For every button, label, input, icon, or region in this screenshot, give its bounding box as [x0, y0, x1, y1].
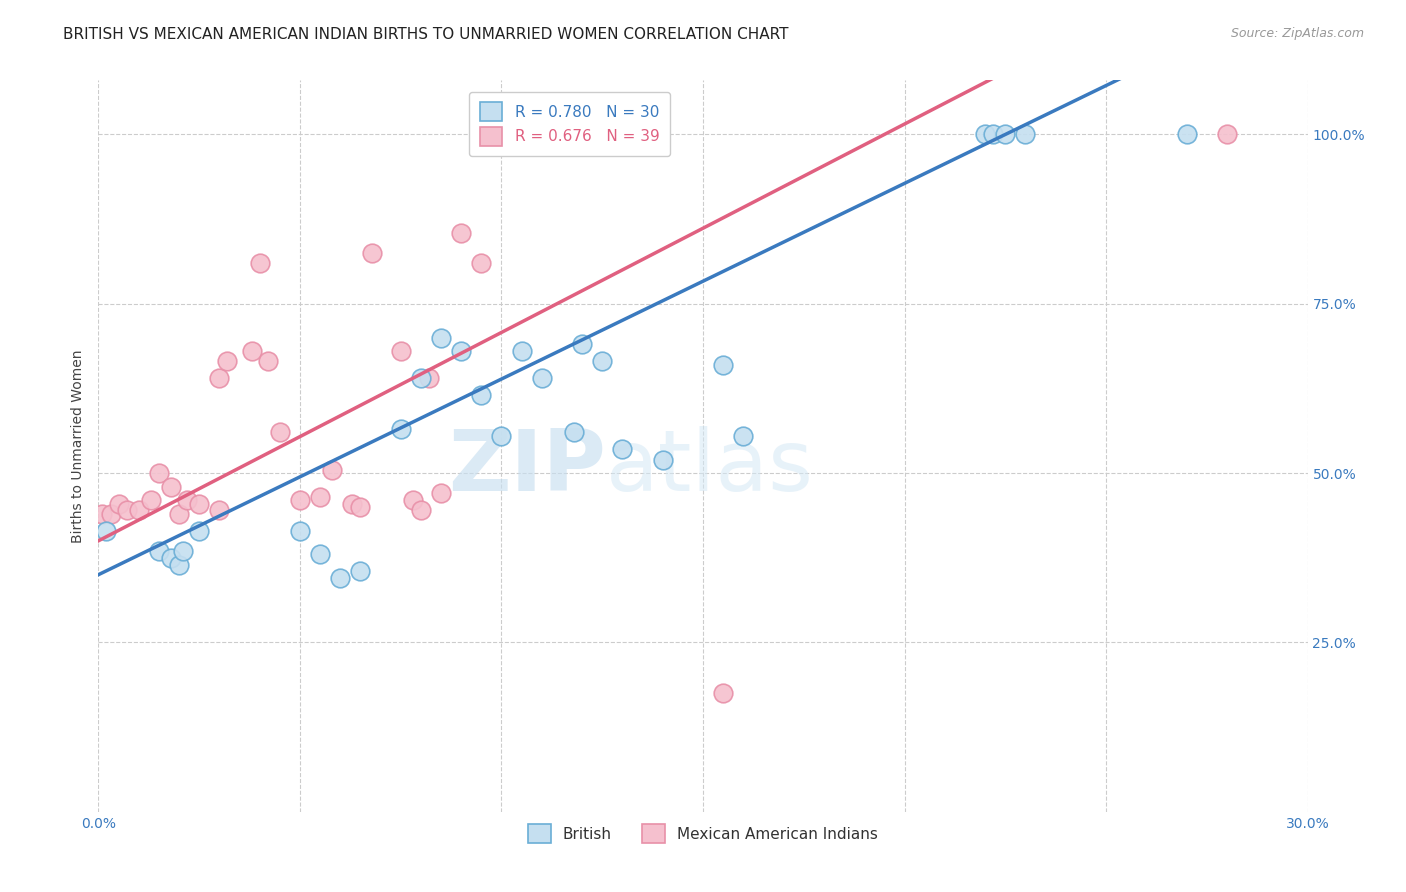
Point [217, 354, 239, 368]
Point [711, 358, 734, 372]
Point [430, 331, 453, 345]
Point [571, 128, 593, 142]
Point [167, 507, 190, 521]
Point [389, 344, 412, 359]
Point [430, 486, 453, 500]
Point [160, 480, 183, 494]
Y-axis label: Births to Unmarried Women: Births to Unmarried Women [70, 350, 84, 542]
Point [172, 544, 194, 558]
Point [160, 550, 183, 565]
Point [612, 442, 634, 457]
Point [349, 500, 371, 514]
Point [450, 226, 472, 240]
Point [188, 524, 211, 538]
Point [188, 497, 211, 511]
Point [329, 571, 352, 585]
Point [176, 493, 198, 508]
Point [470, 388, 492, 402]
Point [1175, 128, 1198, 142]
Point [733, 429, 755, 443]
Point [309, 547, 332, 561]
Point [107, 497, 129, 511]
Point [591, 128, 613, 142]
Point [349, 564, 371, 578]
Point [402, 493, 425, 508]
Point [208, 371, 231, 385]
Point [450, 344, 472, 359]
Text: BRITISH VS MEXICAN AMERICAN INDIAN BIRTHS TO UNMARRIED WOMEN CORRELATION CHART: BRITISH VS MEXICAN AMERICAN INDIAN BIRTH… [63, 27, 789, 42]
Point [309, 490, 332, 504]
Point [115, 503, 138, 517]
Point [491, 429, 513, 443]
Point [1014, 128, 1036, 142]
Point [470, 256, 492, 270]
Point [491, 128, 513, 142]
Point [288, 524, 311, 538]
Point [418, 371, 440, 385]
Point [510, 128, 533, 142]
Point [240, 344, 263, 359]
Point [389, 422, 412, 436]
Point [409, 371, 432, 385]
Point [148, 466, 170, 480]
Point [148, 544, 170, 558]
Point [128, 503, 150, 517]
Text: Source: ZipAtlas.com: Source: ZipAtlas.com [1230, 27, 1364, 40]
Point [321, 463, 343, 477]
Point [981, 128, 1004, 142]
Point [510, 344, 533, 359]
Point [100, 507, 122, 521]
Point [249, 256, 271, 270]
Point [361, 246, 384, 260]
Point [1216, 128, 1239, 142]
Point [167, 558, 190, 572]
Legend: British, Mexican American Indians: British, Mexican American Indians [516, 813, 890, 855]
Point [208, 503, 231, 517]
Point [562, 425, 585, 440]
Point [711, 686, 734, 700]
Text: ZIP: ZIP [449, 426, 606, 509]
Point [91, 507, 114, 521]
Point [269, 425, 291, 440]
Point [139, 493, 162, 508]
Point [342, 497, 364, 511]
Point [409, 503, 432, 517]
Point [530, 371, 553, 385]
Point [974, 128, 997, 142]
Point [591, 354, 613, 368]
Point [96, 524, 118, 538]
Point [612, 128, 634, 142]
Point [256, 354, 278, 368]
Point [530, 128, 553, 142]
Point [651, 452, 673, 467]
Text: atlas: atlas [606, 426, 814, 509]
Point [288, 493, 311, 508]
Point [571, 337, 593, 351]
Point [994, 128, 1017, 142]
